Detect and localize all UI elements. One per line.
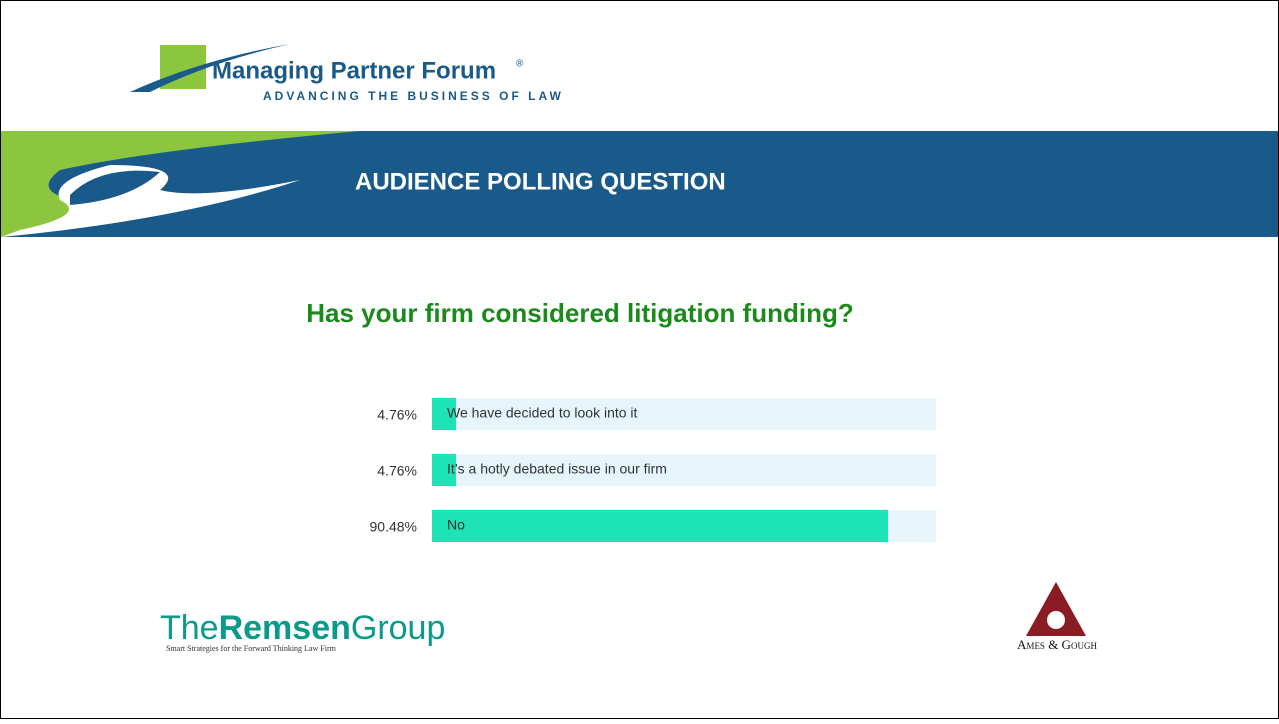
remsen-name: Remsen [219,609,351,647]
banner-title: AUDIENCE POLLING QUESTION [355,168,726,195]
banner [1,131,1278,237]
bar [432,510,889,542]
poll-bars: We have decided to look into it 4.76% It’s… [370,398,936,542]
ames-mark-hole [1047,611,1065,629]
bar [432,454,456,486]
bar-label: We have decided to look into it [447,405,638,421]
bar-track [432,398,936,430]
ames-name: Ames & Gough [1017,637,1097,652]
remsen-group: Group [351,609,446,647]
banner-swoosh [1,165,300,237]
value-label: 4.76% [377,463,417,479]
remsen-logo: TheRemsenGroup [160,609,445,647]
chart-title: Has your firm considered litigation fund… [306,298,853,328]
ames-mark [1026,582,1086,636]
forum-mark: ® [516,59,524,70]
value-label: 4.76% [377,407,417,423]
bar-label: No [447,517,465,533]
logo-swoosh [130,44,290,92]
banner-swoosh-mark [70,170,160,205]
value-label: 90.48% [370,519,417,535]
forum-tagline: ADVANCING THE BUSINESS OF LAW [263,89,564,103]
remsen-tagline: Smart Strategies for the Forward Thinkin… [166,644,337,653]
bar [432,398,456,430]
bar-track [432,454,936,486]
remsen-the: The [160,609,219,647]
bar-label: It’s a hotly debated issue in our firm [447,461,667,477]
forum-name: Managing Partner Forum [212,57,496,84]
